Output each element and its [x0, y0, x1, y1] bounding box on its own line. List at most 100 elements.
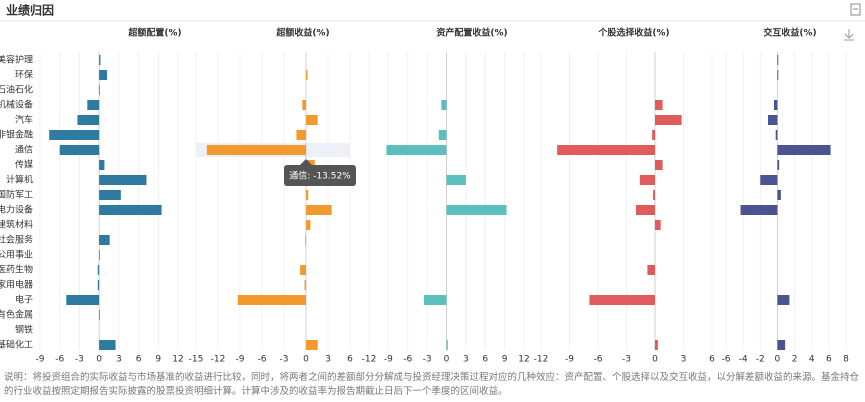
- x-tick-label: -12: [534, 355, 549, 365]
- bar: [653, 190, 655, 200]
- bar: [589, 295, 655, 305]
- category-label: 医药生物: [0, 264, 33, 276]
- bar: [66, 295, 100, 305]
- category-label: 传媒: [15, 159, 33, 171]
- bar: [99, 205, 162, 215]
- x-tick-label: -6: [55, 355, 64, 365]
- x-tick-label: 2: [792, 355, 798, 365]
- x-tick-label: -6: [403, 355, 412, 365]
- category-label: 家用电器: [0, 279, 33, 291]
- category-label: 有色金属: [0, 309, 33, 321]
- category-label: 社会服务: [0, 234, 33, 246]
- x-tick-label: 0: [444, 355, 450, 365]
- bar: [306, 220, 311, 230]
- bar: [777, 340, 786, 350]
- bar: [59, 145, 100, 155]
- bar: [655, 100, 663, 110]
- x-tick-label: 12: [518, 355, 529, 365]
- x-tick-label: 3: [325, 355, 331, 365]
- bar: [97, 265, 100, 275]
- x-tick-label: -6: [722, 355, 731, 365]
- x-tick-label: 6: [136, 355, 142, 365]
- bar: [306, 205, 332, 215]
- bar: [237, 295, 306, 305]
- bar: [652, 130, 655, 140]
- bar: [557, 145, 655, 155]
- x-tick-label: 0: [652, 355, 658, 365]
- category-label: 美容护理: [0, 54, 33, 66]
- x-tick-label: -4: [739, 355, 748, 365]
- x-tick-label: -3: [423, 355, 432, 365]
- category-label: 建筑材料: [0, 219, 33, 231]
- x-tick-label: -9: [236, 355, 245, 365]
- chart: 业绩归因 美容护理环保石油石化机械设备汽车非银金融通信传媒计算机国防军工电力设备…: [0, 3, 865, 365]
- bar: [306, 115, 318, 125]
- x-tick-label: 0: [303, 355, 309, 365]
- bar: [99, 160, 105, 170]
- bar: [386, 145, 447, 155]
- x-tick-label: -12: [211, 355, 226, 365]
- tooltip-text: 通信: -13.52%: [289, 170, 351, 182]
- category-label: 环保: [15, 69, 33, 81]
- x-tick-label: -15: [189, 355, 204, 365]
- note: 说明：将投资组合的实际收益与市场基准的收益进行比较，同时，将两者之间的差额部分分…: [4, 372, 860, 397]
- x-tick-label: 3: [681, 355, 687, 365]
- category-label: 电子: [15, 294, 33, 306]
- tooltip: 通信: -13.52%: [284, 159, 356, 186]
- category-label: 电力设备: [0, 204, 33, 216]
- bar: [636, 205, 655, 215]
- bar: [647, 265, 655, 275]
- bar: [99, 70, 108, 80]
- bar: [760, 175, 778, 185]
- bar: [639, 175, 655, 185]
- panel-title: 交互收益(%): [763, 27, 816, 39]
- category-label: 国防军工: [0, 189, 33, 201]
- bar: [77, 115, 100, 125]
- x-tick-label: 4: [809, 355, 815, 365]
- bar: [49, 130, 100, 140]
- bar: [655, 340, 658, 350]
- bar: [446, 205, 507, 215]
- x-tick-label: 12: [172, 355, 183, 365]
- x-tick-label: -6: [258, 355, 267, 365]
- x-tick-label: -9: [384, 355, 393, 365]
- bar: [446, 340, 448, 350]
- x-tick-label: 3: [463, 355, 469, 365]
- category-label: 非银金融: [0, 129, 33, 141]
- x-tick-label: -3: [75, 355, 84, 365]
- x-tick-label: -2: [756, 355, 765, 365]
- bar: [777, 145, 831, 155]
- bar: [655, 115, 682, 125]
- bar: [306, 340, 318, 350]
- bar: [206, 145, 306, 155]
- x-tick-label: 9: [155, 355, 161, 365]
- bar: [99, 85, 100, 95]
- x-tick-label: -9: [565, 355, 574, 365]
- bar: [99, 175, 147, 185]
- x-tick-label: -3: [280, 355, 289, 365]
- export-icon[interactable]: [850, 3, 861, 16]
- x-tick-label: 9: [502, 355, 508, 365]
- bar: [777, 160, 780, 170]
- bar: [777, 295, 790, 305]
- category-label: 通信: [15, 144, 33, 156]
- bar: [441, 100, 447, 110]
- bar: [300, 265, 306, 275]
- bar: [655, 160, 663, 170]
- bar: [775, 130, 778, 140]
- panel-title: 超额收益(%): [275, 27, 329, 39]
- download-icon[interactable]: [844, 29, 854, 41]
- category-label: 石油石化: [0, 84, 33, 96]
- x-tick-label: 6: [826, 355, 832, 365]
- section-title: 业绩归因: [6, 3, 54, 18]
- category-label: 汽车: [15, 114, 33, 126]
- x-tick-label: 3: [116, 355, 122, 365]
- x-tick-label: 6: [482, 355, 488, 365]
- category-label: 钢铁: [15, 324, 33, 336]
- bar: [446, 175, 466, 185]
- bar: [305, 235, 306, 245]
- category-label: 机械设备: [0, 99, 33, 111]
- category-label: 公用事业: [0, 249, 33, 261]
- panel-title: 资产配置收益(%): [436, 27, 507, 39]
